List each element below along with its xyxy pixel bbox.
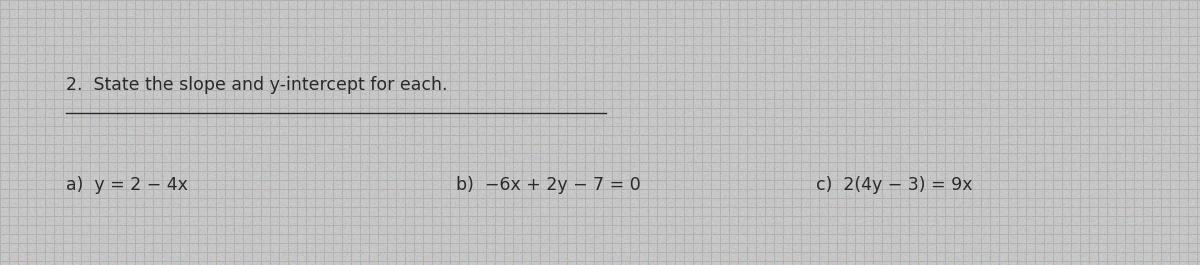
- Text: 2.  State the slope and y-intercept for each.: 2. State the slope and y-intercept for e…: [66, 76, 448, 94]
- Text: c)  2(4y − 3) = 9x: c) 2(4y − 3) = 9x: [816, 176, 972, 195]
- Text: b)  −6x + 2y − 7 = 0: b) −6x + 2y − 7 = 0: [456, 176, 641, 195]
- Text: a)  y = 2 − 4x: a) y = 2 − 4x: [66, 176, 188, 195]
